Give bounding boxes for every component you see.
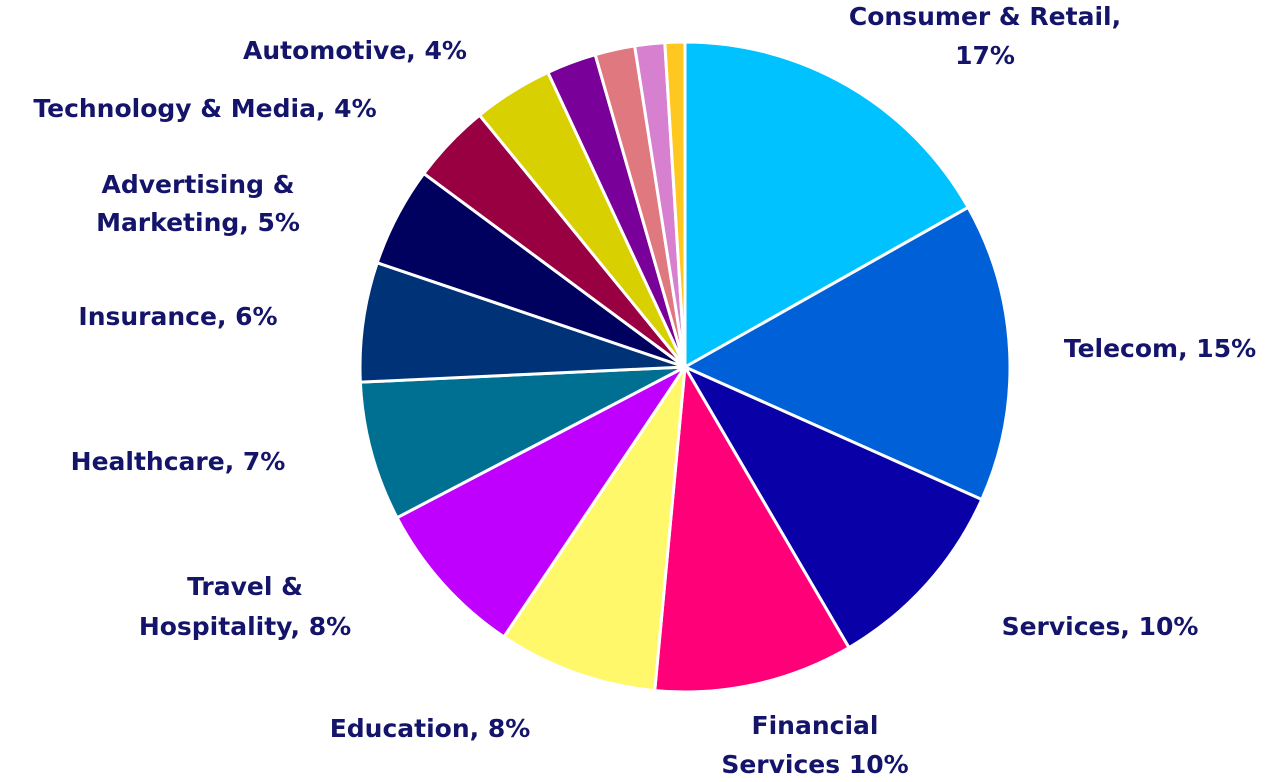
slice-label: 17%	[955, 41, 1015, 70]
slice-label: Marketing, 5%	[96, 208, 300, 237]
slice-label: Insurance, 6%	[78, 302, 277, 331]
pie-slice	[681, 205, 1012, 502]
slice-label: Education, 8%	[330, 714, 531, 743]
slice-label: Services 10%	[721, 750, 908, 779]
slice-label: Telecom, 15%	[1064, 334, 1256, 363]
pie-slice	[501, 366, 687, 693]
pie-slice	[663, 40, 687, 368]
slice-label: Advertising &	[102, 170, 295, 199]
pie-slice	[683, 40, 971, 370]
pie-slice	[358, 260, 686, 384]
pie-slice	[653, 362, 852, 694]
slice-label: Financial	[752, 711, 879, 740]
pie-slice	[358, 365, 686, 520]
slice-label: Travel &	[187, 572, 303, 601]
slice-label: Consumer & Retail,	[849, 2, 1121, 31]
slice-label: Services, 10%	[1002, 612, 1199, 641]
slice-label: Healthcare, 7%	[71, 447, 286, 476]
slice-label: Technology & Media, 4%	[33, 94, 376, 123]
slice-label: Automotive, 4%	[243, 36, 467, 65]
slice-label: Hospitality, 8%	[139, 612, 351, 641]
pie-slice	[395, 365, 687, 639]
pie-slice	[681, 363, 984, 650]
